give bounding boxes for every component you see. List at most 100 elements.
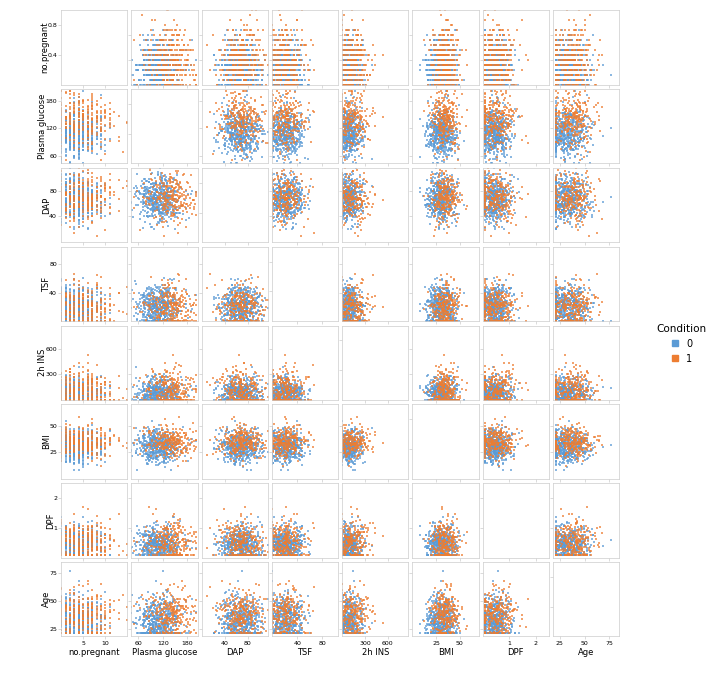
- Point: [161, 392, 173, 403]
- Point: [433, 59, 445, 70]
- Point: [292, 442, 304, 453]
- Point: [242, 313, 253, 324]
- Point: [444, 394, 455, 405]
- Point: [104, 198, 115, 209]
- Point: [166, 532, 178, 543]
- Point: [230, 444, 242, 455]
- Point: [82, 285, 94, 296]
- Point: [348, 305, 360, 316]
- Point: [136, 307, 148, 318]
- Point: [168, 383, 180, 394]
- Point: [336, 79, 348, 90]
- Point: [151, 202, 163, 213]
- Point: [281, 188, 292, 199]
- Point: [479, 387, 490, 398]
- Point: [479, 394, 490, 405]
- Point: [148, 539, 159, 550]
- Point: [570, 545, 582, 556]
- Point: [488, 391, 500, 402]
- Point: [148, 292, 160, 303]
- Point: [487, 451, 499, 462]
- Point: [356, 441, 368, 452]
- Point: [453, 527, 464, 538]
- Point: [158, 436, 170, 447]
- Point: [158, 307, 170, 318]
- Point: [204, 106, 216, 117]
- Point: [437, 394, 449, 405]
- Point: [168, 544, 180, 555]
- Point: [433, 284, 445, 295]
- Point: [266, 111, 278, 122]
- Point: [426, 627, 437, 638]
- Point: [95, 197, 107, 208]
- Point: [86, 384, 98, 395]
- Point: [168, 200, 180, 211]
- Point: [258, 440, 269, 451]
- Point: [235, 444, 247, 455]
- Point: [498, 59, 509, 70]
- Point: [95, 300, 107, 311]
- Point: [243, 121, 254, 132]
- Point: [68, 302, 80, 313]
- Point: [91, 139, 102, 150]
- Point: [165, 527, 176, 538]
- Point: [346, 539, 358, 550]
- Point: [156, 59, 167, 70]
- Point: [346, 541, 358, 552]
- Point: [266, 380, 278, 391]
- Point: [346, 438, 358, 449]
- Point: [433, 186, 444, 197]
- Point: [266, 204, 278, 215]
- Point: [434, 627, 446, 638]
- Point: [442, 541, 454, 552]
- Point: [276, 193, 287, 204]
- Point: [78, 131, 89, 142]
- Point: [68, 546, 80, 557]
- Point: [446, 187, 458, 198]
- Point: [336, 193, 348, 204]
- Point: [142, 45, 153, 56]
- Point: [436, 625, 447, 636]
- Point: [289, 59, 301, 70]
- Point: [488, 283, 500, 294]
- Point: [294, 540, 305, 551]
- Point: [336, 430, 348, 441]
- Point: [550, 284, 562, 295]
- Point: [341, 539, 353, 550]
- Point: [564, 132, 575, 143]
- Point: [428, 387, 439, 398]
- Point: [550, 204, 562, 215]
- Point: [64, 535, 76, 546]
- Point: [339, 442, 351, 453]
- Point: [485, 391, 496, 402]
- Point: [78, 609, 89, 620]
- Y-axis label: no.pregnant: no.pregnant: [40, 22, 49, 73]
- Point: [281, 118, 292, 129]
- Point: [432, 385, 444, 396]
- Point: [479, 372, 490, 383]
- Point: [156, 627, 167, 638]
- Point: [279, 598, 291, 609]
- Point: [149, 394, 161, 405]
- Point: [172, 597, 184, 608]
- Point: [269, 605, 280, 616]
- Point: [570, 523, 581, 534]
- Point: [351, 301, 363, 312]
- Point: [336, 616, 348, 627]
- Point: [168, 301, 179, 312]
- Point: [156, 181, 168, 192]
- Point: [91, 116, 102, 127]
- Point: [245, 627, 256, 638]
- Point: [495, 119, 506, 130]
- Point: [86, 176, 98, 187]
- Point: [156, 306, 167, 317]
- Point: [233, 54, 245, 65]
- Point: [159, 358, 171, 369]
- Point: [296, 378, 307, 389]
- Point: [240, 50, 252, 61]
- Point: [550, 108, 562, 119]
- Point: [235, 374, 246, 385]
- Point: [282, 197, 293, 208]
- Point: [346, 546, 357, 557]
- Point: [341, 189, 353, 200]
